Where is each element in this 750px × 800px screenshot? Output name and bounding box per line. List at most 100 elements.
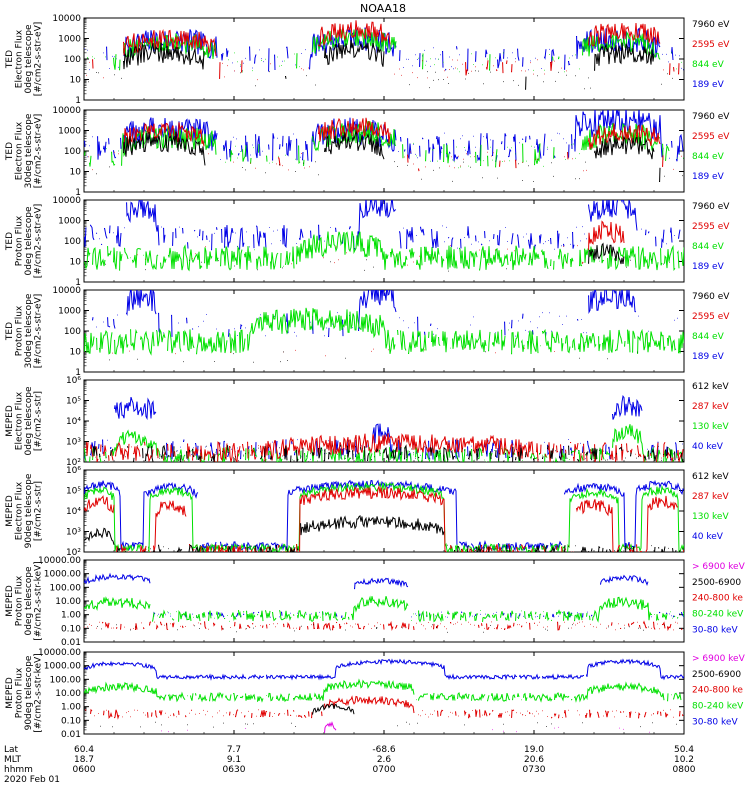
y-tick-label: 10⁵ <box>66 487 81 497</box>
y-axis-label-line: [#/cm2-s-str-eV] <box>34 114 44 189</box>
series-line-red <box>88 117 682 172</box>
y-tick-label: 10000 <box>52 196 81 206</box>
panel-frame <box>83 289 685 373</box>
y-axis-label-line: MEPED <box>5 585 15 617</box>
y-axis-label-line: TED <box>5 232 15 251</box>
series-line-red <box>137 220 625 266</box>
legend-entry: 2595 eV <box>692 222 730 232</box>
legend-entry: 80-240 keV <box>692 610 744 620</box>
series-line-black <box>97 624 665 633</box>
series-line-blue <box>84 658 684 681</box>
series-line-green <box>84 481 684 552</box>
y-tick-label: 10000.00 <box>38 648 81 658</box>
y-tick-label: 10.00 <box>55 689 81 699</box>
y-axis-label-line: Electron Flux <box>15 481 25 540</box>
legend-entry: 844 eV <box>692 60 725 70</box>
legend-entry: 612 keV <box>692 382 729 392</box>
series-line-blue <box>84 572 684 618</box>
legend-entry: 7960 eV <box>692 292 730 302</box>
y-axis-label-line: Proton Flux <box>15 575 25 626</box>
x-tick-label: 19.0 <box>524 745 544 755</box>
legend-entry: 80-240 keV <box>692 702 744 712</box>
y-tick-label: 10000 <box>52 286 81 296</box>
series-line-red <box>84 620 684 632</box>
y-tick-label: 10³ <box>66 528 81 538</box>
y-tick-label: 100 <box>64 147 81 157</box>
legend-entry: 7960 eV <box>692 202 730 212</box>
legend-entry: 240-800 ke <box>692 594 743 604</box>
legend-entry: 2595 eV <box>692 132 730 142</box>
series-line-blue <box>84 27 684 72</box>
footer-date: 2020 Feb 01 <box>4 775 60 785</box>
y-tick-label: 0.01 <box>61 638 81 648</box>
y-tick-label: 10 <box>70 76 82 86</box>
y-tick-label: 10.00 <box>55 597 81 607</box>
panel-frame <box>83 651 685 735</box>
legend-entry: 2595 eV <box>692 312 730 322</box>
y-axis-label-line: [#/cm2-s-str-eV] <box>34 22 44 97</box>
x-tick-label: 9.1 <box>227 755 241 765</box>
y-tick-label: 10³ <box>66 438 81 448</box>
y-axis-label-line: Electron Flux <box>15 391 25 450</box>
legend-entry: 844 eV <box>692 242 725 252</box>
y-tick-label: 10² <box>66 548 81 558</box>
x-tick-label: 10.2 <box>674 755 694 765</box>
y-axis-label-line: MEPED <box>5 405 15 437</box>
footer-label-lat: Lat <box>4 745 19 755</box>
plot-title: NOAA18 <box>360 2 406 15</box>
y-axis-label-line: TED <box>5 142 15 161</box>
y-axis-label-line: 0deg telescope <box>24 206 34 276</box>
legend-entry: 189 eV <box>692 172 725 182</box>
legend-entry: 189 eV <box>692 262 725 272</box>
footer-label-hhmm: hhmm <box>4 765 33 775</box>
panel-3: 1 10 100 1000 10000 TED Proton Flux 0deg telesc… <box>5 196 730 288</box>
x-tick-label: 7.7 <box>227 745 241 755</box>
x-tick-label: 18.7 <box>74 755 94 765</box>
legend-entry: 40 keV <box>692 532 724 542</box>
x-tick-label: 0600 <box>73 765 96 775</box>
series-line-red <box>85 695 684 720</box>
legend-entry: > 6900 keV <box>692 654 746 664</box>
y-tick-label: 10 <box>70 258 82 268</box>
series-line-black <box>84 444 684 462</box>
series-line-black <box>88 39 673 90</box>
y-tick-label: 100.00 <box>50 675 82 685</box>
legend-entry: 130 keV <box>692 512 729 522</box>
legend-entry: 30-80 keV <box>692 717 738 727</box>
legend-entry: 2595 eV <box>692 40 730 50</box>
y-axis-label-line: 0deg telescope <box>24 24 34 94</box>
series-line-red <box>84 485 684 552</box>
y-tick-label: 1 <box>75 368 81 378</box>
panel-1: 1 10 100 1000 10000 TED Electron Flux 0deg tele… <box>5 14 730 106</box>
y-axis-label-line: Electron Flux <box>15 121 25 180</box>
panel-frame <box>83 199 685 283</box>
y-tick-label: 1000 <box>58 307 81 317</box>
x-tick-label: 60.4 <box>74 745 94 755</box>
legend-entry: 40 keV <box>692 442 724 452</box>
y-tick-label: 1000 <box>58 35 81 45</box>
series-line-black <box>109 351 638 363</box>
series-line-red <box>112 347 555 357</box>
footer-label-mlt: MLT <box>4 755 22 765</box>
series-line-green <box>87 28 682 73</box>
y-tick-label: 10⁶ <box>66 376 81 386</box>
series-line-black <box>84 514 683 552</box>
y-axis-label-line: TED <box>5 322 15 341</box>
y-tick-label: 1000.00 <box>44 662 81 672</box>
y-axis-label-line: 90deg telescope <box>24 473 34 548</box>
y-tick-label: 1 <box>75 278 81 288</box>
x-tick-label: 0730 <box>523 765 546 775</box>
legend-entry: 2500-6900 <box>692 578 741 588</box>
y-tick-label: 1000 <box>58 217 81 227</box>
panel-2: 1 10 100 1000 10000 TED Electron Flux 30deg tel… <box>5 106 730 198</box>
y-axis-label-line: [#/cm2-s-str-keV] <box>34 653 44 732</box>
legend-entry: 612 keV <box>692 472 729 482</box>
series-line-green <box>84 678 684 703</box>
y-tick-label: 10 <box>70 348 82 358</box>
series-line-magenta <box>161 721 650 733</box>
y-tick-label: 100 <box>64 327 81 337</box>
y-axis-label-line: [#/cm2-s-str-eV] <box>34 204 44 279</box>
y-axis-label-line: TED <box>5 50 15 69</box>
y-axis-label-line: MEPED <box>5 677 15 709</box>
y-axis-label-line: 90deg telescope <box>24 655 34 730</box>
